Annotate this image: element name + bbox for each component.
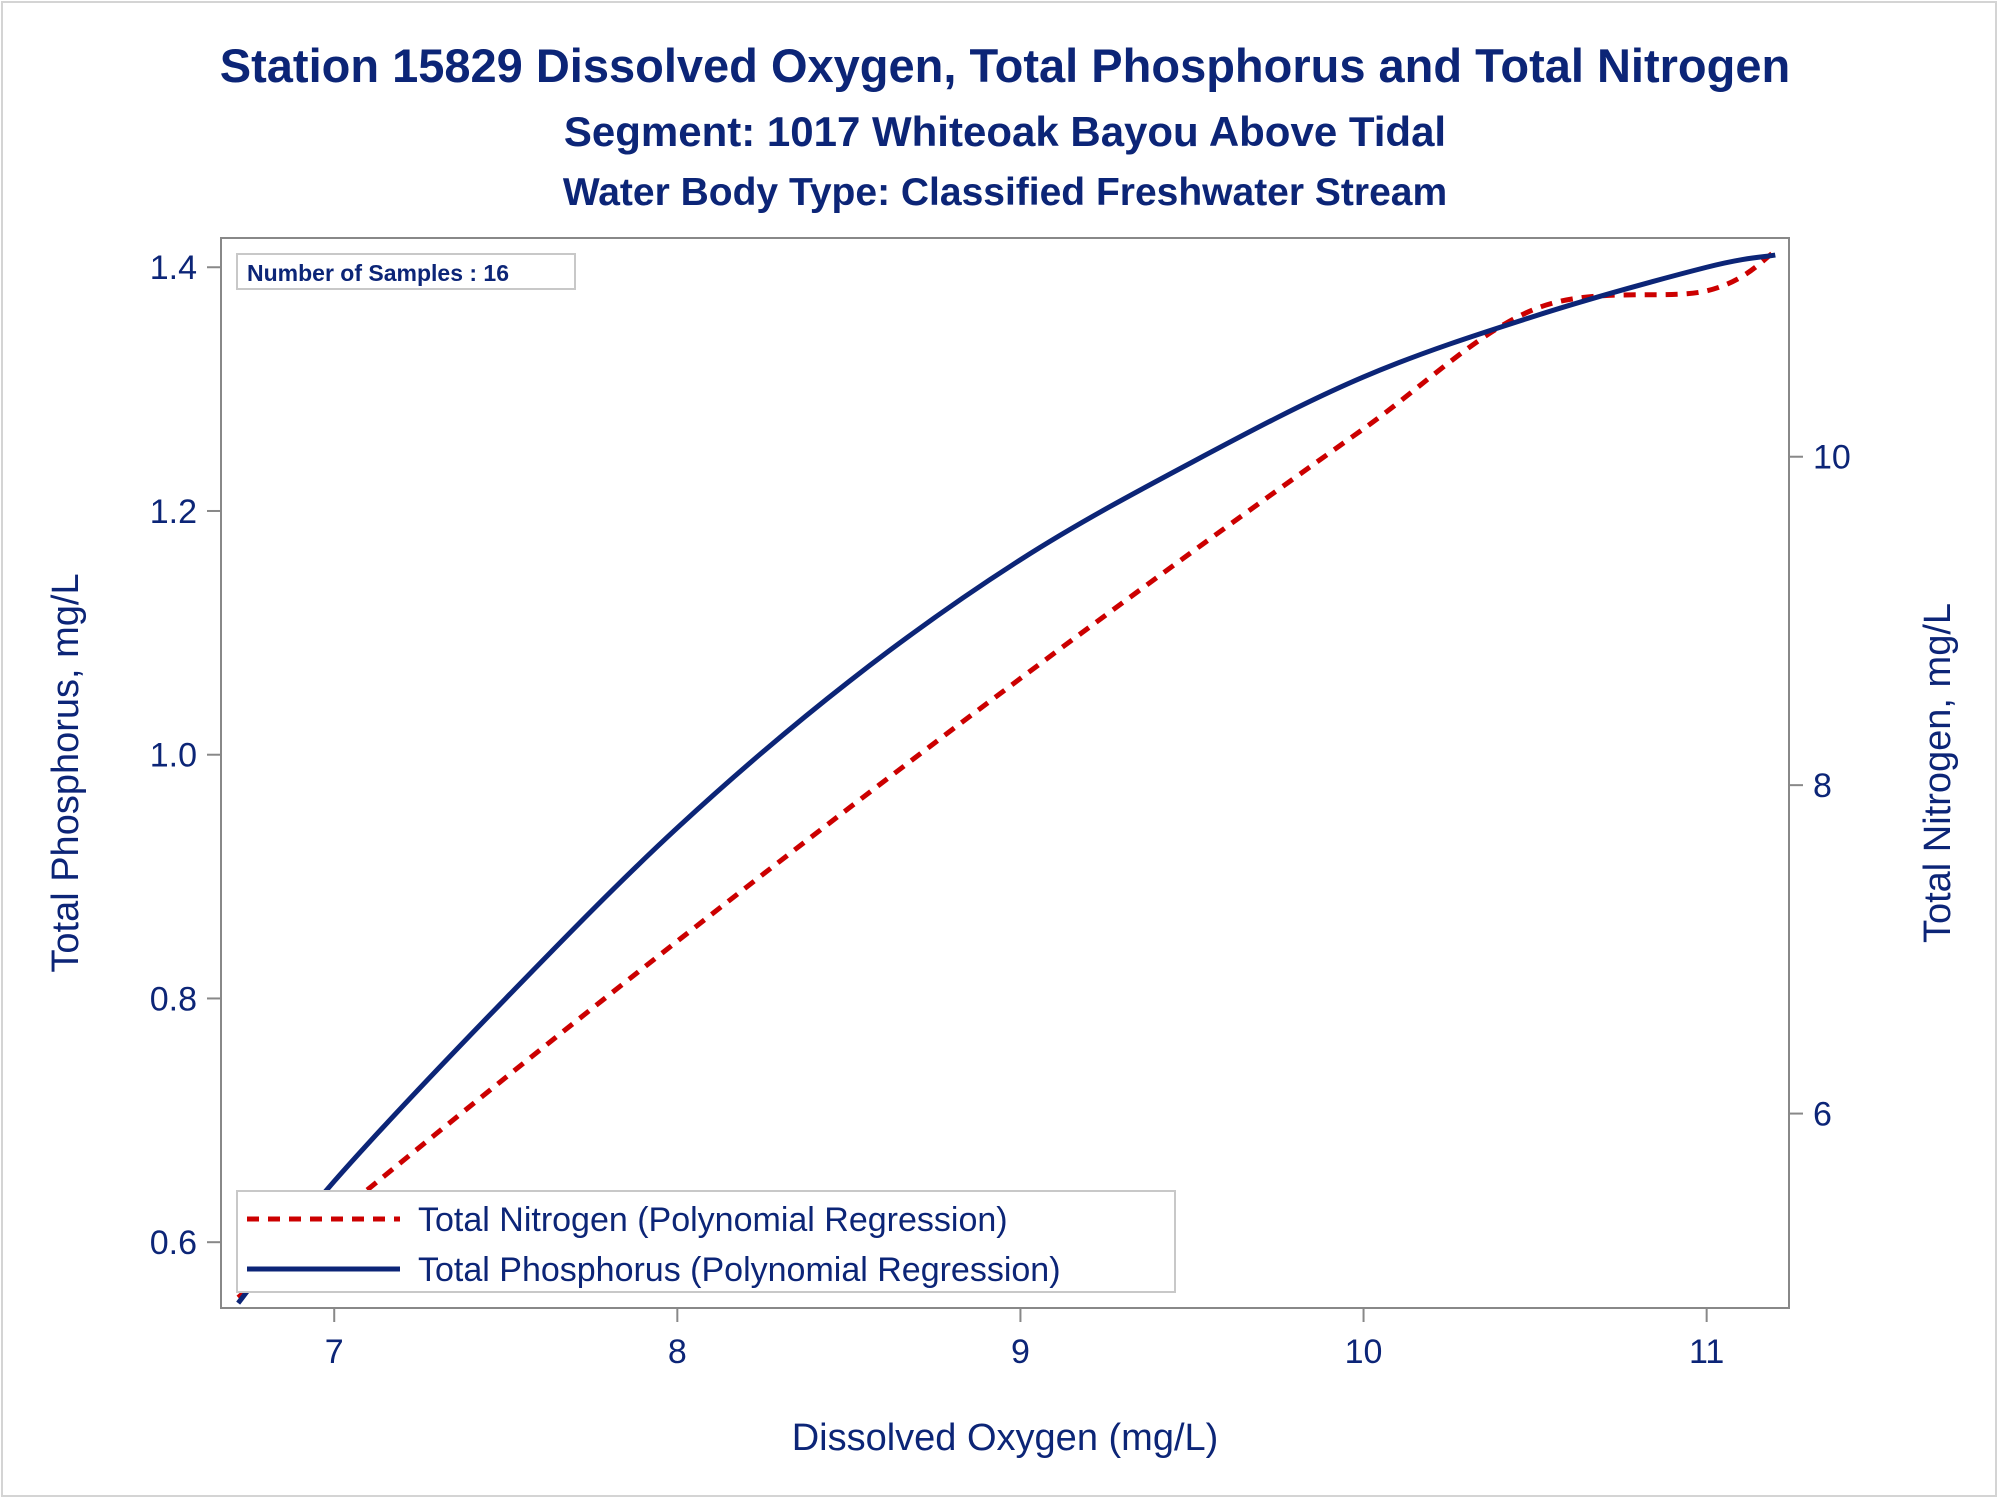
x-axis-label: Dissolved Oxygen (mg/L) <box>792 1417 1219 1459</box>
y-axis-left: 0.6 0.8 1.0 1.2 1.4 <box>150 249 221 1262</box>
x-axis: 7 8 9 10 11 <box>325 1308 1724 1371</box>
x-tick-label: 7 <box>325 1333 344 1371</box>
chart-title: Station 15829 Dissolved Oxygen, Total Ph… <box>220 39 1790 92</box>
plot-area <box>220 237 1790 1309</box>
x-tick-label: 11 <box>1689 1333 1724 1371</box>
x-tick-label: 8 <box>668 1333 687 1371</box>
sample-count-label: Number of Samples : 16 <box>247 260 509 286</box>
y-axis-label: Total Phosphorus, mg/L <box>45 573 87 972</box>
x-tick-label: 9 <box>1011 1333 1030 1371</box>
legend-label-phosphorus: Total Phosphorus (Polynomial Regression) <box>418 1251 1061 1289</box>
y-axis-right: 6 8 10 <box>1789 439 1851 1134</box>
y2-tick-label: 6 <box>1813 1096 1832 1134</box>
y-tick-label: 1.2 <box>150 493 197 531</box>
y-tick-label: 1.4 <box>150 249 197 287</box>
series-layer <box>236 249 1777 1305</box>
y2-axis-label: Total Nitrogen, mg/L <box>1917 603 1959 943</box>
y2-tick-label: 8 <box>1813 767 1832 805</box>
x-tick-label: 10 <box>1345 1333 1383 1371</box>
y-tick-label: 0.8 <box>150 980 197 1018</box>
chart-subtitle: Segment: 1017 Whiteoak Bayou Above Tidal <box>564 108 1446 155</box>
sample-count-box: Number of Samples : 16 <box>236 253 576 290</box>
series-line-total-nitrogen <box>236 249 1777 1300</box>
legend-box <box>236 1190 1176 1293</box>
y-tick-label: 1.0 <box>150 737 197 775</box>
series-line-total-phosphorus <box>236 252 1776 1305</box>
y-tick-label: 0.6 <box>150 1224 197 1262</box>
y2-tick-label: 10 <box>1813 439 1851 477</box>
legend-label-nitrogen: Total Nitrogen (Polynomial Regression) <box>418 1201 1008 1239</box>
legend: Total Nitrogen (Polynomial Regression) T… <box>236 1190 1176 1293</box>
chart-subtitle-2: Water Body Type: Classified Freshwater S… <box>563 171 1447 214</box>
